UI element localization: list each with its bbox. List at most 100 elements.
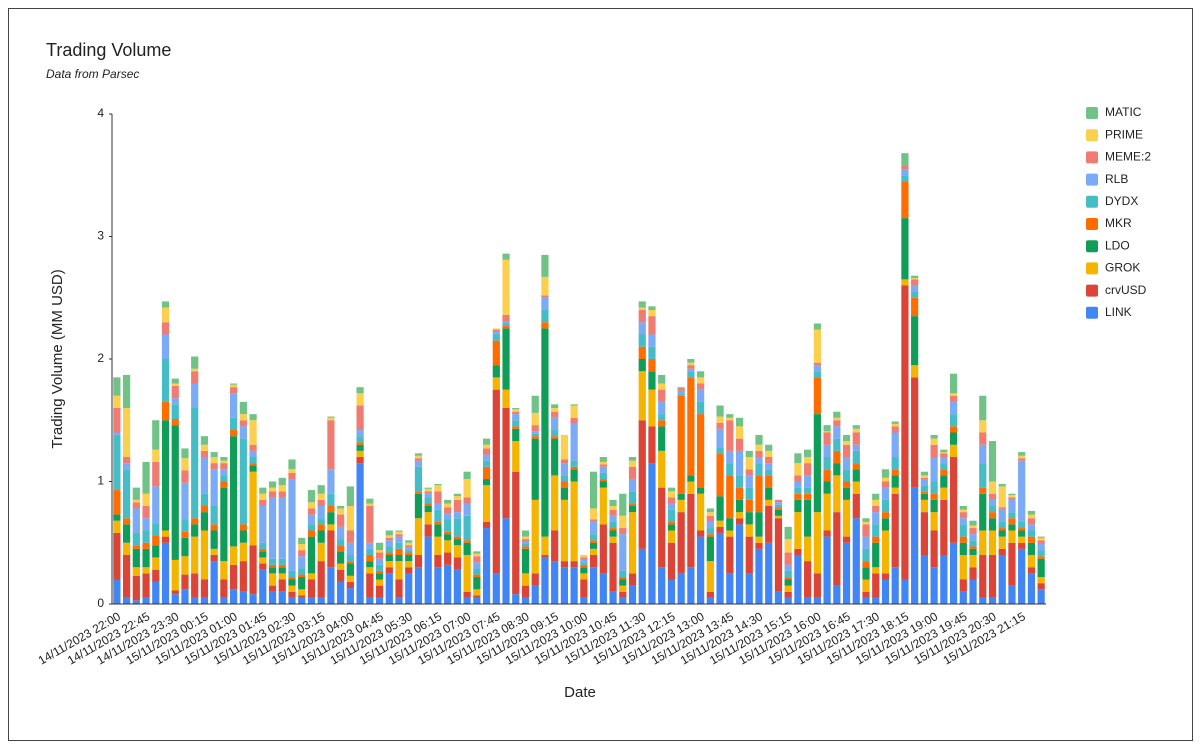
bar-segment [911,316,919,366]
bar-segment [1027,530,1036,537]
bar-segment [152,545,160,558]
legend-swatch [1086,173,1098,186]
bar-segment [959,542,967,555]
bar-segment [949,432,958,445]
bar-segment [716,422,724,429]
bar-segment [375,564,384,571]
bar-segment [512,594,520,604]
bar-segment [998,530,1006,537]
bar-segment [444,519,452,532]
bar-segment [969,548,977,555]
bar-segment [356,387,364,394]
bar-segment [171,594,179,604]
bar-segment [385,535,393,538]
bar-segment [453,569,461,604]
bar-segment [1027,536,1036,543]
bar-segment [949,393,958,396]
bar-segment [453,512,461,519]
bar-segment [570,567,578,604]
bar-segment [191,383,199,408]
bar-segment [833,585,841,604]
bar-segment [152,523,160,536]
bar-segment [589,555,598,568]
bar-segment [259,487,267,494]
bar-segment [619,591,627,598]
bar-segment [949,395,958,402]
bar-segment [852,518,860,604]
bar-segment [628,503,637,506]
bar-segment [512,409,520,412]
bar-segment [444,503,452,508]
bar-segment [784,570,792,578]
bar-segment [726,414,734,418]
bar-segment [249,420,257,445]
bar-segment [444,507,452,514]
legend-label: MATIC [1105,105,1142,119]
bar-segment [220,463,228,470]
bar-segment [755,512,763,537]
bar-segment [920,493,928,500]
bar-segment [949,373,958,394]
bar-segment [210,452,218,457]
bar-segment [249,463,257,466]
bar-segment [1027,514,1036,519]
bar-segment [911,291,919,298]
bar-segment [988,530,997,555]
bar-segment [784,591,792,598]
bar-segment [852,432,860,445]
bar-segment [230,436,238,547]
bar-segment [132,545,140,549]
bar-segment [979,487,987,494]
bar-segment [521,597,530,604]
bar-segment [288,597,296,604]
bar-segment [1037,589,1045,604]
bar-segment [998,528,1006,531]
bar-segment [375,570,384,574]
bar-segment [677,393,685,396]
bar-segment [259,569,267,604]
bar-segment [628,491,637,504]
bar-segment [220,469,228,476]
bar-segment [940,487,948,500]
bar-segment [774,499,783,503]
bar-segment [395,531,403,535]
bar-segment [969,567,977,580]
bar-segment [872,506,880,513]
bar-segment [804,487,812,494]
bar-segment [434,491,442,504]
bar-segment [560,463,569,476]
bar-segment [667,491,676,498]
bar-segment [1018,452,1026,456]
bar-segment [492,389,500,574]
bar-segment [979,420,987,433]
bar-segment [949,444,958,457]
bar-segment [551,408,559,412]
bar-segment [239,401,247,415]
bar-segment [210,530,218,549]
bar-segment [842,434,851,442]
bar-segment [891,423,899,427]
bar-segment [152,581,160,604]
bar-segment [356,436,364,443]
bar-segment [570,404,578,406]
bar-segment [842,542,851,604]
bar-segment [405,552,413,555]
bar-segment [619,570,627,578]
bar-segment [823,469,831,482]
bar-segment [911,278,919,280]
bar-segment [813,323,821,330]
bar-segment [444,499,452,504]
bar-segment [891,487,899,494]
bar-segment [852,450,860,464]
bar-segment [239,561,247,592]
bar-segment [317,493,325,500]
bar-segment [249,457,257,464]
bar-segment [580,579,588,598]
bar-segment [804,561,812,598]
bar-segment [998,486,1006,508]
bar-segment [560,487,569,500]
bar-segment [735,426,744,439]
bar-segment [161,322,170,335]
bar-segment [765,457,773,464]
bar-segment [667,497,676,504]
